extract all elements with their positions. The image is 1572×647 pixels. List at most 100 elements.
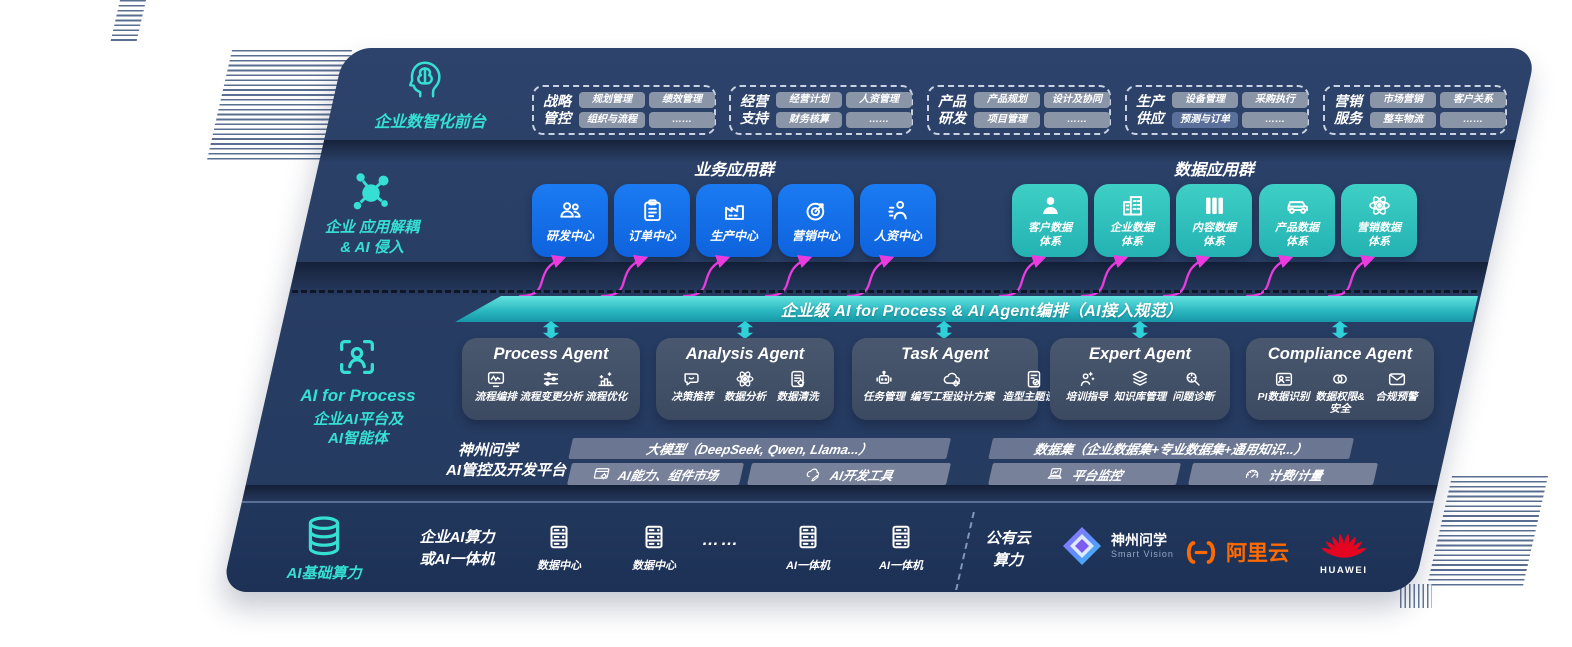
model-bar: 大模型（DeepSeek, Qwen, Llama...）	[568, 438, 951, 459]
ai-appliance-node: AI一体机	[869, 522, 933, 573]
link-rings-icon	[1329, 368, 1351, 390]
stripe-decoration	[110, 0, 146, 42]
agent-card-analysis: Analysis Agent 决策推荐 数据分析 数据清洗	[656, 338, 834, 420]
stripe-decoration	[1426, 476, 1548, 588]
double-arrow-icon	[736, 321, 754, 339]
group-title: 产品 研发	[938, 93, 966, 126]
module-chip: 绩效管理	[649, 92, 715, 108]
ai-injection-arrows	[518, 255, 1376, 298]
huawei-flower-icon	[1321, 533, 1367, 558]
agent-card-task: Task Agent 任务管理 编写工程设计方案 造型主题设计	[852, 338, 1066, 420]
double-arrow-icon	[542, 321, 560, 339]
server-icon	[639, 522, 669, 552]
smart-vision-diamond-icon	[1063, 527, 1101, 565]
front-group-operation: 经营 支持 经营计划 人资管理 财务核算 ……	[729, 85, 913, 135]
people-icon	[557, 197, 584, 224]
doc-gear-icon	[787, 368, 809, 390]
module-chip: 设计及协同	[1044, 92, 1110, 108]
mail-icon	[1386, 368, 1408, 390]
decoupling-label: 企业 应用解耦 & AI 侵入	[324, 219, 420, 257]
person-motion-icon	[885, 197, 912, 224]
agent-card-compliance: Compliance Agent PI数据识别 数据权限&安全 合规预警	[1246, 338, 1434, 420]
smart-vision-subtitle: Smart Vision	[1111, 548, 1174, 559]
module-chip: 规划管理	[579, 92, 645, 108]
trainer-icon	[1076, 368, 1098, 390]
data-marketing-system: 营销数据 体系	[1341, 184, 1417, 257]
target-icon	[803, 197, 830, 224]
aliyun-bracket-icon	[1186, 540, 1216, 564]
module-chip: 财务核算	[776, 112, 842, 128]
car-icon	[1284, 192, 1311, 219]
module-chip: ……	[1044, 112, 1110, 128]
ellipsis-label: ……	[702, 530, 740, 549]
layers-icon	[1129, 368, 1151, 390]
ai-platform-label: 企业AI平台及	[312, 411, 403, 428]
ai-for-process-label: AI for Process	[300, 386, 416, 405]
front-group-marketing: 营销 服务 市场营销 客户关系 整车物流 ……	[1323, 85, 1507, 135]
ai-agent-label: AI智能体	[327, 430, 388, 447]
app-order-center: 订单中心	[614, 184, 690, 257]
group-title: 营销 服务	[1334, 93, 1362, 126]
module-chip: 项目管理	[974, 112, 1040, 128]
scan-person-icon	[334, 334, 380, 380]
module-chip: 整车物流	[1370, 112, 1436, 128]
front-group-strategy: 战略 管控 规划管理 绩效管理 组织与流程 ……	[532, 85, 716, 135]
huawei-name: HUAWEI	[1320, 565, 1368, 576]
module-chip: 设备管理	[1172, 92, 1238, 108]
module-chip: ……	[649, 112, 715, 128]
monitor-wave-icon	[485, 368, 507, 390]
platform-name: 神州问学	[458, 442, 519, 459]
group-title: 生产 供应	[1136, 93, 1164, 126]
molecule-icon	[346, 166, 396, 216]
gauge-icon	[1241, 465, 1263, 483]
card-check-icon	[1023, 368, 1045, 390]
shelf-shadow	[319, 140, 1517, 162]
factory-icon	[721, 197, 748, 224]
module-chip: 经营计划	[776, 92, 842, 108]
double-arrow-icon	[1131, 321, 1149, 339]
module-chip: 产品规划	[974, 92, 1040, 108]
agent-card-process: Process Agent 流程编排 流程变更分析 流程优化	[462, 338, 640, 420]
module-chip: ……	[1242, 112, 1308, 128]
aliyun-logo: 阿里云	[1182, 537, 1289, 567]
data-content-system: 内容数据 体系	[1176, 184, 1252, 257]
clipboard-icon	[639, 197, 666, 224]
app-production-center: 生产中心	[696, 184, 772, 257]
ai-dev-tools: AI开发工具	[747, 463, 951, 485]
smart-vision-logo: 神州问学 Smart Vision	[1062, 526, 1174, 566]
server-icon	[544, 522, 574, 552]
cloud-gear-icon	[941, 368, 963, 390]
data-customer-system: 客户数据 体系	[1012, 184, 1088, 257]
database-icon	[300, 512, 348, 560]
brain-icon	[402, 56, 448, 102]
module-chip: 组织与流程	[579, 112, 645, 128]
module-chip: 客户关系	[1440, 92, 1506, 108]
person-icon	[1037, 192, 1064, 219]
data-app-group-title: 数据应用群	[1173, 162, 1254, 179]
public-cloud-label: 公有云 算力	[985, 530, 1031, 569]
smart-vision-name: 神州问学	[1111, 532, 1167, 549]
atom-icon	[734, 368, 756, 390]
agent-card-expert: Expert Agent 培训指导 知识库管理 问题诊断	[1050, 338, 1230, 420]
dataset-bar: 数据集（企业数据集+专业数据集+通用知识...）	[988, 438, 1354, 459]
ai-capability-market: AI能力、组件市场	[567, 463, 744, 485]
bus-label: 企业级 AI for Process & AI Agent编排（AI接入规范）	[780, 303, 1183, 320]
podium-spark-icon	[595, 368, 617, 390]
module-chip: 预测与订单	[1172, 112, 1238, 128]
data-product-system: 产品数据 体系	[1259, 184, 1335, 257]
building-icon	[1119, 192, 1146, 219]
ai-compute-label: AI基础算力	[286, 565, 362, 582]
front-group-product: 产品 研发 产品规划 设计及协同 项目管理 ……	[927, 85, 1111, 135]
front-office-label: 企业数智化前台	[373, 114, 486, 131]
server-icon	[886, 522, 916, 552]
atom-icon	[1366, 192, 1393, 219]
billing-metering: 计费/计量	[1188, 463, 1378, 485]
module-chip: ……	[1440, 112, 1506, 128]
module-chip: 采购执行	[1242, 92, 1308, 108]
window-gear-icon	[590, 465, 612, 483]
group-title: 战略 管控	[543, 93, 571, 126]
double-arrow-icon	[1331, 321, 1349, 339]
platform-subtitle: AI管控及开发平台	[446, 462, 567, 479]
ai-orchestration-bus: 企业级 AI for Process & AI Agent编排（AI接入规范）	[455, 296, 1478, 322]
huawei-logo: HUAWEI	[1320, 526, 1368, 576]
